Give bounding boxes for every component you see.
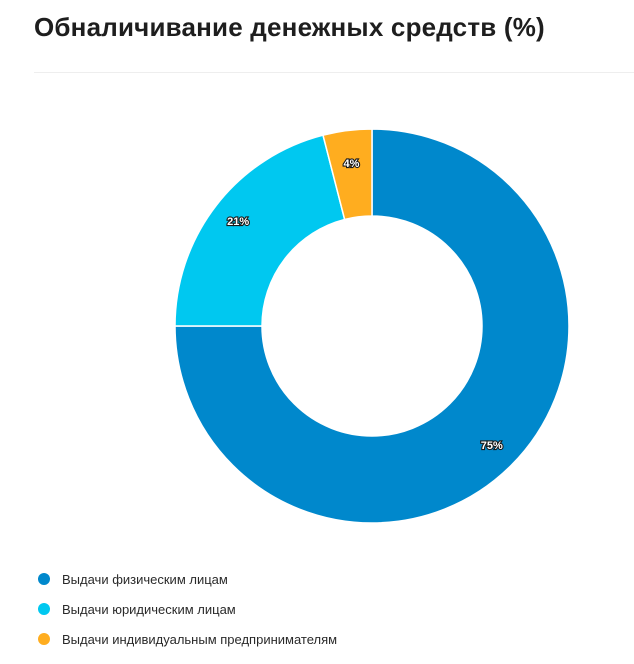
slice-label-legal-entities: 21% — [227, 216, 249, 228]
legend-marker — [38, 633, 50, 645]
slice-label-entrepreneurs: 4% — [344, 158, 360, 170]
legend-marker — [38, 573, 50, 585]
legend-label: Выдачи индивидуальным предпринимателям — [62, 631, 338, 647]
chart-legend: Выдачи физическим лицам Выдачи юридически… — [38, 564, 337, 654]
legend-marker — [38, 603, 50, 615]
donut-chart: 75% 21% 4% — [174, 128, 570, 524]
legend-item-individuals[interactable]: Выдачи физическим лицам — [38, 564, 337, 594]
slice-individuals[interactable] — [174, 128, 570, 524]
title-divider — [34, 72, 634, 73]
legend-label: Выдачи физическим лицам — [62, 571, 228, 587]
legend-item-legal-entities[interactable]: Выдачи юридическим лицам — [38, 594, 337, 624]
legend-label: Выдачи юридическим лицам — [62, 601, 236, 617]
chart-title: Обналичивание денежных средств (%) — [34, 12, 545, 42]
slice-legal-entities[interactable] — [174, 134, 346, 327]
slice-entrepreneurs[interactable] — [322, 128, 373, 221]
slice-label-individuals: 75% — [481, 440, 503, 452]
legend-item-entrepreneurs[interactable]: Выдачи индивидуальным предпринимателям — [38, 624, 337, 654]
